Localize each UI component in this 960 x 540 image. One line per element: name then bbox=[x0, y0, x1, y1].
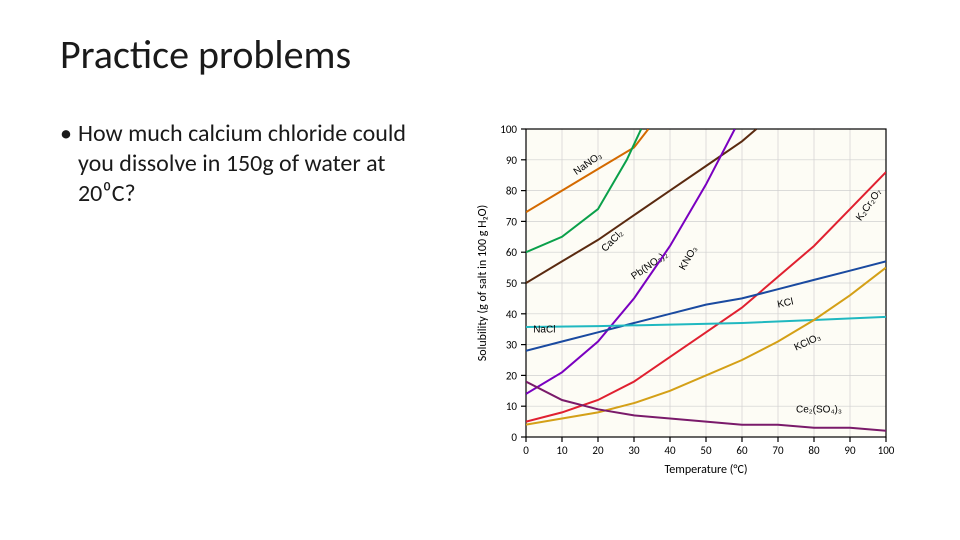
content-row: How much calcium chloride could you diss… bbox=[60, 119, 900, 479]
svg-text:Temperature (°C): Temperature (°C) bbox=[665, 463, 748, 477]
page-title: Practice problems bbox=[60, 30, 900, 79]
svg-text:90: 90 bbox=[844, 444, 856, 457]
svg-text:40: 40 bbox=[506, 308, 518, 321]
chart-column: 0 10 20 30 40 50 60 70 80 90 100 0 10 20 30 40 50 60 70 80 9… bbox=[470, 119, 900, 479]
svg-text:60: 60 bbox=[506, 246, 518, 259]
svg-text:10: 10 bbox=[556, 444, 568, 457]
svg-text:20: 20 bbox=[506, 369, 518, 382]
svg-text:30: 30 bbox=[506, 339, 518, 352]
svg-text:60: 60 bbox=[736, 444, 748, 457]
svg-text:70: 70 bbox=[772, 444, 784, 457]
bullet-text: How much calcium chloride could you diss… bbox=[60, 119, 440, 209]
curve-label-NaCl: NaCl bbox=[533, 324, 555, 335]
svg-text:100: 100 bbox=[500, 123, 517, 136]
svg-text:10: 10 bbox=[506, 400, 518, 413]
svg-text:30: 30 bbox=[628, 444, 640, 457]
solubility-chart: 0 10 20 30 40 50 60 70 80 90 100 0 10 20 30 40 50 60 70 80 9… bbox=[470, 119, 900, 479]
svg-text:90: 90 bbox=[506, 154, 518, 167]
svg-text:40: 40 bbox=[664, 444, 676, 457]
svg-text:Solubility (g of salt in 100 g: Solubility (g of salt in 100 g H₂O) bbox=[476, 205, 490, 362]
svg-text:50: 50 bbox=[506, 277, 518, 290]
svg-text:50: 50 bbox=[700, 444, 712, 457]
svg-text:70: 70 bbox=[506, 215, 518, 228]
svg-text:20: 20 bbox=[592, 444, 604, 457]
svg-text:0: 0 bbox=[523, 444, 529, 457]
curve-label-Ce2SO43: Ce₂(SO₄)₃ bbox=[796, 404, 842, 415]
svg-text:80: 80 bbox=[808, 444, 820, 457]
chart-svg: 0 10 20 30 40 50 60 70 80 90 100 0 10 20 30 40 50 60 70 80 9… bbox=[470, 119, 900, 479]
svg-text:100: 100 bbox=[878, 444, 895, 457]
svg-text:80: 80 bbox=[506, 185, 518, 198]
svg-text:0: 0 bbox=[511, 431, 517, 444]
bullet-column: How much calcium chloride could you diss… bbox=[60, 119, 440, 209]
